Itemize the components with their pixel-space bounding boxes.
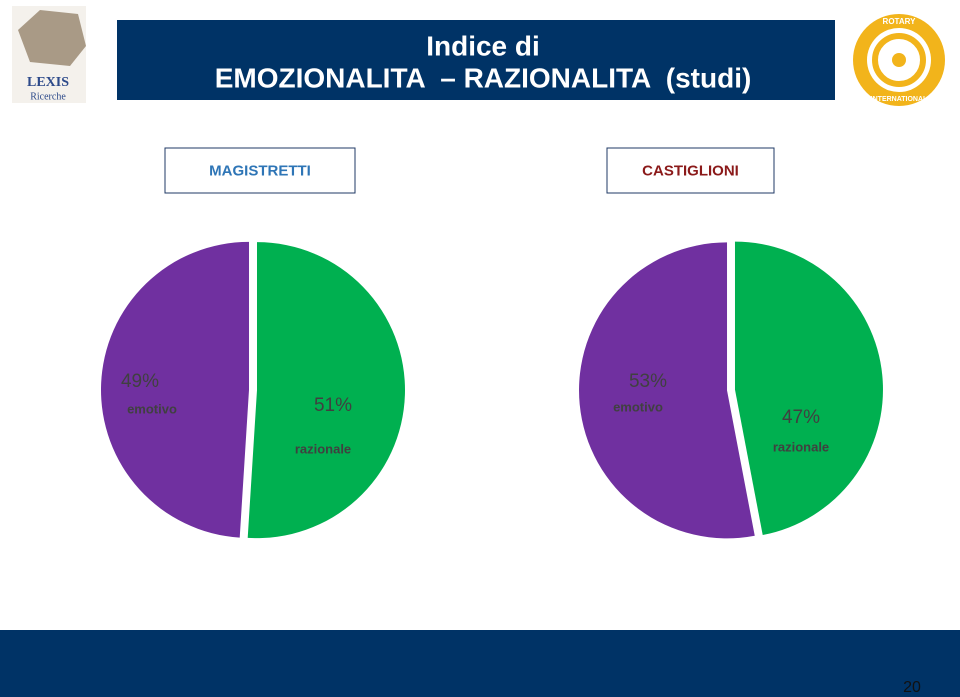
slide-title: Indice di [426, 30, 540, 61]
data-label: 49% [121, 371, 159, 392]
pie-slice [247, 242, 405, 539]
chart-title-box [606, 147, 775, 194]
category-label: emotivo [613, 399, 663, 414]
category-label: razionale [295, 441, 351, 456]
logo-text: Ricerche [30, 91, 66, 102]
logo-wheel-rim [872, 33, 926, 87]
category-label: razionale [773, 439, 829, 454]
footer-band [0, 630, 960, 697]
page-number: 20 [903, 679, 921, 696]
chart-title-box [164, 147, 356, 194]
logo-hub [892, 53, 906, 67]
logo-right: ROTARY INTERNATIONAL [853, 14, 945, 106]
pie-slice [579, 242, 755, 539]
chart-title: CASTIGLIONI [642, 162, 739, 179]
slide-title: EMOZIONALITA – RAZIONALITA (studi) [215, 62, 752, 93]
pie-slice [734, 241, 883, 536]
pie-slice [101, 241, 250, 538]
data-label: 53% [629, 371, 667, 392]
logo-stone [18, 10, 86, 66]
data-label: 51% [314, 395, 352, 416]
logo-text: INTERNATIONAL [871, 96, 928, 103]
title-banner [117, 20, 835, 100]
category-label: emotivo [127, 401, 177, 416]
logo-text: ROTARY [883, 17, 917, 26]
logo-text: LEXIS [27, 75, 69, 90]
data-label: 47% [782, 407, 820, 428]
chart-title: MAGISTRETTI [209, 162, 311, 179]
logo-left: LEXIS Ricerche [12, 6, 86, 103]
